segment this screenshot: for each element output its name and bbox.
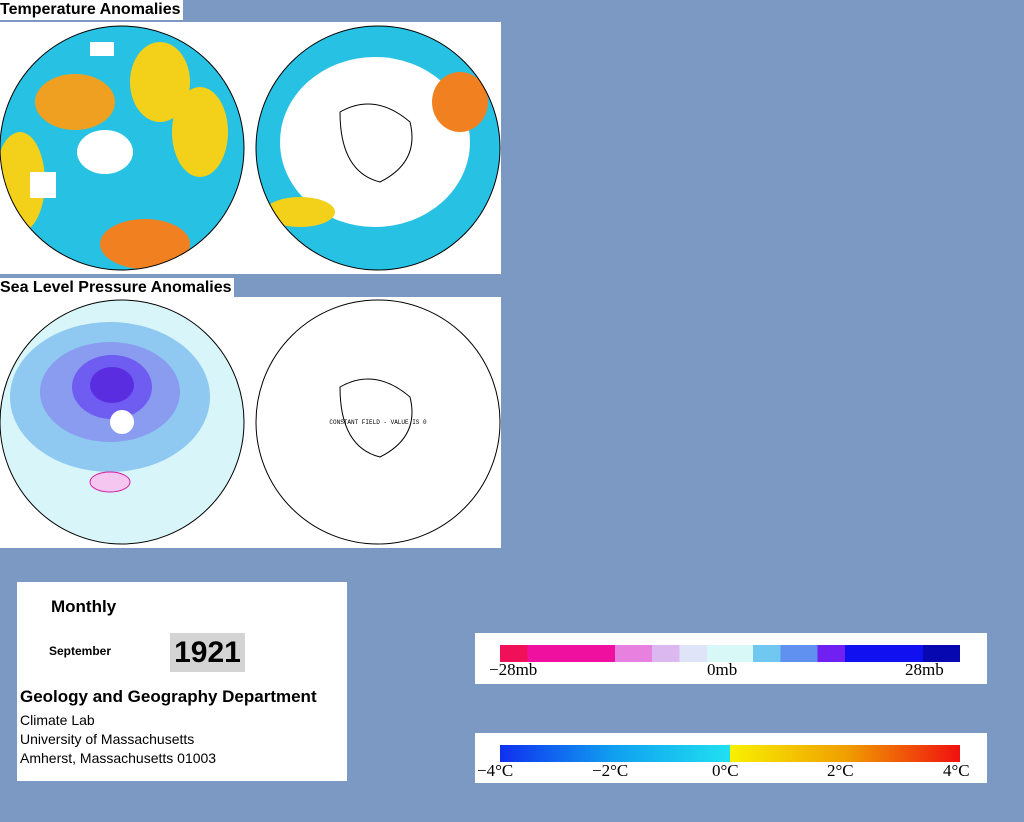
temperature-legend: −4°C −2°C 0°C 2°C 4°C (475, 733, 987, 783)
info-box: Monthly September 1921 Geology and Geogr… (17, 582, 347, 781)
legend-label: 0°C (712, 761, 739, 780)
temperature-colorbar (500, 745, 960, 762)
info-line: University of Massachusetts (20, 731, 195, 747)
pressure-legend: −28mb 0mb 28mb (475, 633, 987, 684)
period: Monthly (51, 597, 117, 616)
legend-label: −4°C (477, 761, 514, 780)
pressure-title: Sea Level Pressure Anomalies (0, 278, 234, 298)
legend-label: 0mb (707, 660, 738, 679)
year: 1921 (170, 633, 245, 672)
legend-label: 28mb (905, 660, 944, 679)
department: Geology and Geography Department (20, 687, 317, 706)
info-line: Amherst, Massachusetts 01003 (20, 750, 217, 766)
pressure-colorbar (500, 645, 960, 662)
temperature-title: Temperature Anomalies (0, 0, 183, 20)
temperature-maps (0, 22, 501, 274)
legend-label: −28mb (489, 660, 538, 679)
legend-label: 2°C (827, 761, 854, 780)
month: September (49, 644, 112, 658)
pressure-maps: CONSTANT FIELD - VALUE IS 0 (0, 297, 501, 548)
legend-label: −2°C (592, 761, 629, 780)
constant-note: CONSTANT FIELD - VALUE IS 0 (329, 419, 427, 426)
info-line: Climate Lab (20, 712, 95, 728)
legend-label: 4°C (943, 761, 970, 780)
